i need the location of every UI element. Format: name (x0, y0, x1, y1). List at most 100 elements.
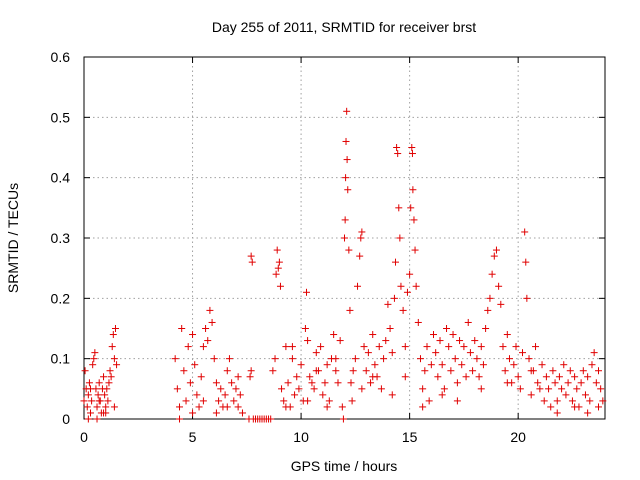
data-point (234, 403, 242, 411)
data-point (525, 355, 533, 363)
data-point (332, 355, 340, 363)
data-point (101, 391, 109, 399)
data-point (419, 385, 427, 393)
data-point (212, 409, 220, 417)
data-point (443, 325, 451, 332)
data-point (197, 373, 205, 381)
data-point (488, 270, 496, 278)
data-point (173, 385, 181, 393)
data-point (343, 107, 351, 115)
data-point (492, 246, 500, 254)
data-point (523, 294, 531, 302)
data-point (395, 204, 403, 212)
data-point (248, 258, 256, 266)
data-point (581, 391, 589, 399)
data-point (344, 186, 352, 194)
data-point (377, 385, 385, 393)
data-point (212, 379, 220, 387)
data-point (586, 397, 594, 405)
data-point (358, 228, 366, 236)
data-point (351, 355, 359, 363)
data-point (490, 252, 498, 260)
data-point (228, 379, 236, 387)
data-point (482, 325, 490, 332)
data-point (110, 403, 118, 411)
data-point (464, 318, 472, 326)
data-point (189, 409, 197, 417)
data-point (323, 361, 331, 369)
data-point (210, 355, 218, 363)
data-point (423, 343, 431, 351)
data-point (553, 397, 561, 405)
data-point (388, 391, 396, 399)
data-point (288, 355, 296, 363)
data-point (105, 379, 113, 387)
data-point (310, 385, 318, 393)
data-point (90, 355, 98, 363)
y-tick-label: 0.4 (51, 170, 71, 186)
data-point (308, 379, 316, 387)
x-tick-label: 0 (80, 429, 88, 445)
data-point (534, 379, 542, 387)
data-point (110, 355, 118, 363)
data-point (284, 379, 292, 387)
data-point (234, 373, 242, 381)
data-point (247, 252, 255, 260)
data-point (278, 385, 286, 393)
data-point (486, 294, 494, 302)
data-point (438, 391, 446, 399)
data-point (91, 349, 99, 357)
data-point (510, 361, 518, 369)
data-point (471, 337, 479, 345)
data-point (269, 367, 277, 375)
data-point (102, 403, 110, 411)
data-point (562, 391, 570, 399)
data-point (238, 409, 246, 417)
data-point (321, 379, 329, 387)
data-point (536, 385, 544, 393)
data-point (397, 282, 405, 290)
data-point (408, 144, 416, 151)
data-point (348, 397, 356, 405)
data-point (221, 391, 229, 399)
data-point (432, 349, 440, 357)
data-point (436, 337, 444, 345)
data-point (495, 282, 503, 290)
data-point (540, 397, 548, 405)
data-point (412, 282, 420, 290)
data-point (594, 403, 602, 411)
x-tick-label: 5 (189, 429, 197, 445)
data-point (532, 343, 540, 351)
data-point (571, 403, 579, 411)
data-point (406, 270, 414, 278)
y-tick-label: 0.3 (51, 230, 71, 246)
data-point (392, 258, 400, 266)
data-point (100, 373, 108, 381)
data-point (505, 355, 513, 363)
data-point (280, 397, 288, 405)
data-point (469, 367, 477, 375)
data-point (274, 264, 282, 272)
data-point (193, 391, 201, 399)
data-point (223, 403, 231, 411)
x-tick-label: 20 (510, 429, 526, 445)
data-point (301, 325, 309, 332)
data-point (345, 246, 353, 254)
data-point (295, 385, 303, 393)
data-point (191, 361, 199, 369)
data-point (273, 246, 281, 254)
data-point (189, 331, 197, 339)
y-axis-label: SRMTID / TECUs (5, 183, 21, 293)
data-point (547, 403, 555, 411)
data-point (419, 403, 427, 411)
data-point (215, 397, 223, 405)
data-point (84, 391, 92, 399)
data-point (334, 379, 342, 387)
data-point (206, 306, 214, 314)
data-point (399, 306, 407, 314)
data-point (89, 361, 97, 369)
data-point (408, 150, 416, 158)
data-point (597, 385, 605, 393)
y-tick-label: 0.5 (51, 109, 71, 125)
